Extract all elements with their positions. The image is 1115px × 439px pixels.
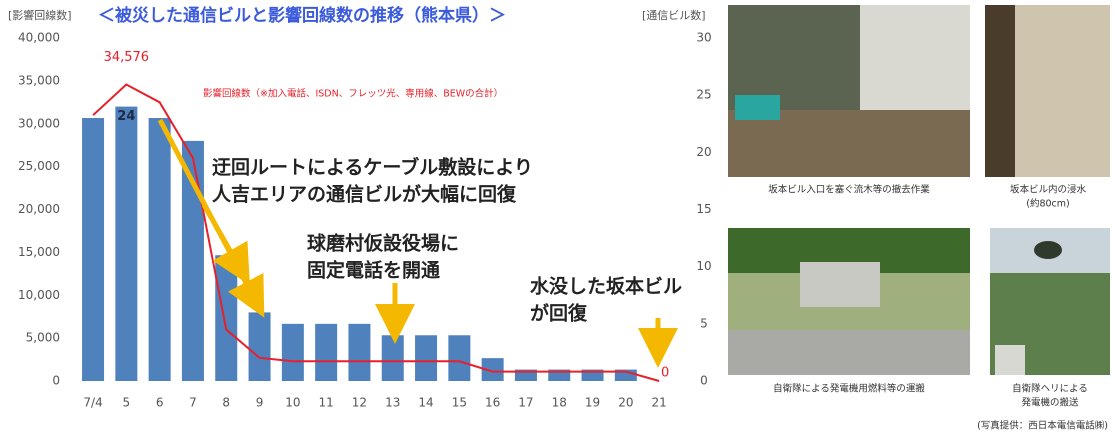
x-tick-label: 5 — [123, 396, 131, 410]
y-tick-label: 25,000 — [18, 159, 60, 173]
x-tick-label: 19 — [585, 396, 600, 410]
x-tick-label: 17 — [518, 396, 533, 410]
x-tick-label: 15 — [452, 396, 467, 410]
y-tick-label: 10,000 — [18, 288, 60, 302]
photo-building — [995, 345, 1025, 375]
bar — [315, 323, 338, 381]
x-tick-label: 11 — [319, 396, 334, 410]
bar — [181, 140, 204, 381]
x-tick-label: 21 — [652, 396, 667, 410]
photo-caption: 発電機の搬送 — [1021, 397, 1079, 409]
arrows — [157, 118, 678, 368]
bar — [581, 369, 604, 381]
annotation: 固定電話を開通 — [307, 259, 441, 282]
x-tick-label: 20 — [618, 396, 633, 410]
y-tick-label: 5,000 — [26, 331, 60, 345]
bar — [548, 369, 571, 381]
bar — [614, 369, 637, 381]
annotation: 迂回ルートによるケーブル敷設により — [212, 156, 533, 179]
x-tick-label: 18 — [552, 396, 567, 410]
annotation: 人吉エリアの通信ビルが大幅に回復 — [212, 183, 517, 206]
photo-door — [985, 5, 1015, 177]
y2-tick-label: 5 — [700, 316, 708, 330]
data-label: 0 — [661, 366, 669, 381]
x-tick-label: 14 — [418, 396, 433, 410]
arrow — [201, 203, 250, 286]
y2-tick-label: 20 — [696, 145, 711, 159]
photo-building — [800, 262, 880, 307]
x-tick-label: 12 — [352, 396, 367, 410]
bar — [448, 335, 471, 381]
y-tick-label: 35,000 — [18, 73, 60, 87]
y-axis-label: [影響回線数] — [8, 8, 72, 22]
photo-excavator — [735, 95, 780, 120]
y-tick-label: 40,000 — [18, 31, 60, 45]
x-tick-label: 6 — [156, 396, 164, 410]
y2-tick-label: 15 — [696, 202, 711, 216]
photo-helicopter — [1034, 241, 1062, 259]
photo-caption: 坂本ビル入口を塞ぐ流木等の撤去作業 — [768, 184, 930, 196]
y-tick-label: 20,000 — [18, 202, 60, 216]
legend-label: 影響回線数（※加入電話、ISDN、フレッツ光、専用線、BEWの合計） — [203, 88, 503, 100]
bar — [281, 323, 304, 381]
annotation: が回復 — [530, 302, 588, 325]
photo-caption: 坂本ビル内の浸水 — [1010, 184, 1087, 196]
bar — [215, 255, 238, 381]
annotation: 水没した坂本ビル — [530, 275, 682, 298]
data-label: 24 — [117, 109, 135, 124]
line — [92, 83, 660, 382]
data-label: 34,576 — [104, 50, 150, 65]
bar — [481, 358, 504, 381]
y-tick-label: 30,000 — [18, 116, 60, 130]
bar — [348, 323, 371, 381]
x-tick-label: 9 — [256, 396, 264, 410]
photo-caption: 自衛隊ヘリによる — [1012, 383, 1088, 395]
x-tick-label: 16 — [485, 396, 500, 410]
bar — [381, 335, 404, 381]
y-tick-label: 0 — [52, 374, 60, 388]
photo-credit: (写真提供：西日本電信電話㈱) — [977, 420, 1108, 432]
x-tick-label: 10 — [285, 396, 300, 410]
photo-wall — [860, 5, 970, 115]
bar — [115, 106, 138, 381]
x-tick-label: 7 — [189, 396, 197, 410]
x-tick-label: 8 — [222, 396, 230, 410]
y2-tick-label: 25 — [696, 88, 711, 102]
photo-road — [728, 330, 970, 375]
bar — [82, 118, 105, 382]
bar — [248, 312, 271, 381]
y-tick-label: 15,000 — [18, 245, 60, 259]
photo-debris — [728, 110, 970, 177]
photos — [728, 5, 1110, 375]
bar — [514, 369, 537, 381]
y2-tick-label: 0 — [700, 374, 708, 388]
annotation: 球磨村仮設役場に — [307, 232, 459, 255]
x-tick-label: 13 — [385, 396, 400, 410]
photo-caption: 自衛隊による発電機用燃料等の運搬 — [773, 383, 925, 395]
x-tick-label: 7/4 — [83, 396, 102, 410]
y2-axis-label: [通信ビル数] — [642, 9, 706, 22]
bar — [415, 335, 438, 381]
photo-caption: (約80cm) — [1026, 198, 1069, 210]
bar — [148, 118, 171, 382]
chart-title: ＜被災した通信ビルと影響回線数の推移（熊本県）＞ — [98, 5, 506, 26]
y2-tick-label: 30 — [696, 31, 711, 45]
y2-tick-label: 10 — [696, 259, 711, 273]
